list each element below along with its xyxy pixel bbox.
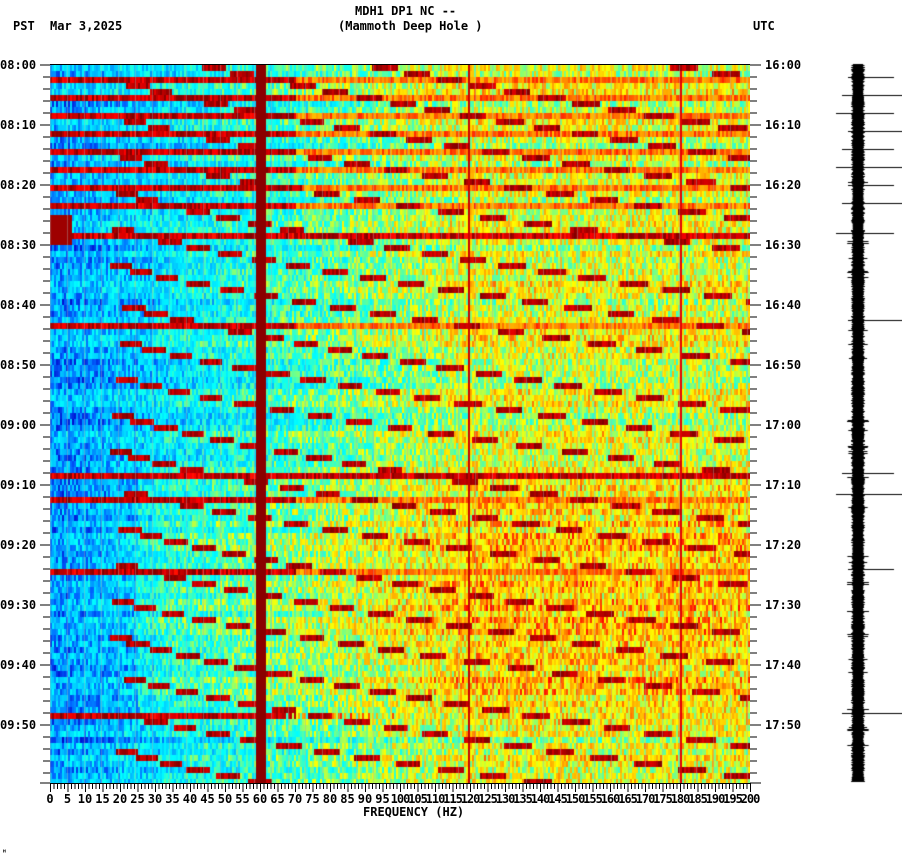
y-tick-label-right: 16:20	[765, 178, 802, 192]
x-tick-label: 195	[723, 792, 743, 806]
x-tick-label: 125	[478, 792, 498, 806]
y-tick-label-left: 08:50	[0, 358, 37, 372]
x-tick-label: 160	[600, 792, 621, 806]
y-tick-label-right: 16:40	[765, 298, 802, 312]
y-tick-label-left: 09:00	[0, 418, 37, 432]
y-tick-label-right: 17:30	[765, 598, 802, 612]
x-tick-label: 85	[340, 792, 355, 806]
station-title: MDH1 DP1 NC --	[355, 4, 457, 18]
x-tick-label: 175	[653, 792, 673, 806]
x-tick-label: 65	[270, 792, 285, 806]
x-tick-label: 55	[235, 792, 250, 806]
x-tick-label: 15	[95, 792, 110, 806]
x-tick-label: 150	[565, 792, 586, 806]
x-tick-label: 10	[77, 792, 93, 806]
x-tick-label: 130	[495, 792, 516, 806]
y-tick-label-left: 09:10	[0, 478, 37, 492]
y-tick-label-right: 17:10	[765, 478, 802, 492]
x-tick-label: 120	[460, 792, 481, 806]
x-tick-label: 135	[513, 792, 533, 806]
spectrogram-plot	[50, 65, 750, 783]
x-tick-label: 110	[425, 792, 446, 806]
y-tick-label-right: 17:50	[765, 718, 802, 732]
x-tick-label: 40	[182, 792, 198, 806]
y-tick-label-left: 08:30	[0, 238, 37, 252]
y-tick-label-left: 08:20	[0, 178, 37, 192]
x-tick-label: 170	[635, 792, 656, 806]
y-tick-label-left: 09:40	[0, 658, 37, 672]
date-label: Mar 3,2025	[50, 19, 123, 33]
x-tick-label: 100	[390, 792, 411, 806]
x-tick-label: 105	[408, 792, 428, 806]
x-tick-label: 200	[740, 792, 761, 806]
y-tick-label-left: 09:30	[0, 598, 37, 612]
x-tick-label: 180	[670, 792, 691, 806]
x-tick-label: 190	[705, 792, 726, 806]
x-tick-label: 145	[548, 792, 568, 806]
y-tick-label-right: 17:20	[765, 538, 802, 552]
x-tick-label: 80	[322, 792, 338, 806]
footer-mark: ᴴ	[2, 848, 7, 857]
y-tick-label-right: 16:30	[765, 238, 802, 252]
y-tick-label-left: 08:10	[0, 118, 37, 132]
x-tick-label: 50	[217, 792, 233, 806]
x-tick-label: 30	[147, 792, 163, 806]
y-tick-label-right: 16:50	[765, 358, 802, 372]
seismogram-trace	[820, 60, 902, 790]
left-timezone-label: PST	[13, 19, 35, 33]
site-subtitle: (Mammoth Deep Hole )	[338, 19, 483, 33]
x-tick-label: 5	[63, 792, 72, 806]
x-tick-label: 185	[688, 792, 708, 806]
x-tick-label: 70	[287, 792, 303, 806]
x-tick-label: 35	[165, 792, 180, 806]
x-axis-title: FREQUENCY (HZ)	[363, 805, 465, 819]
y-tick-label-left: 08:00	[0, 58, 37, 72]
x-tick-label: 25	[130, 792, 145, 806]
x-tick-label: 60	[252, 792, 268, 806]
x-tick-label: 115	[443, 792, 463, 806]
y-tick-label-right: 17:40	[765, 658, 802, 672]
y-tick-label-right: 16:10	[765, 118, 802, 132]
x-tick-label: 155	[583, 792, 603, 806]
x-tick-label: 95	[375, 792, 390, 806]
y-tick-label-left: 09:50	[0, 718, 37, 732]
y-tick-label-left: 09:20	[0, 538, 37, 552]
y-tick-label-right: 17:00	[765, 418, 802, 432]
x-tick-label: 140	[530, 792, 551, 806]
x-tick-label: 0	[46, 792, 54, 806]
x-tick-label: 75	[305, 792, 320, 806]
x-tick-label: 45	[200, 792, 215, 806]
y-tick-label-right: 16:00	[765, 58, 802, 72]
y-tick-label-left: 08:40	[0, 298, 37, 312]
x-tick-label: 20	[112, 792, 128, 806]
x-tick-label: 90	[357, 792, 373, 806]
right-timezone-label: UTC	[753, 19, 775, 33]
x-tick-label: 165	[618, 792, 638, 806]
